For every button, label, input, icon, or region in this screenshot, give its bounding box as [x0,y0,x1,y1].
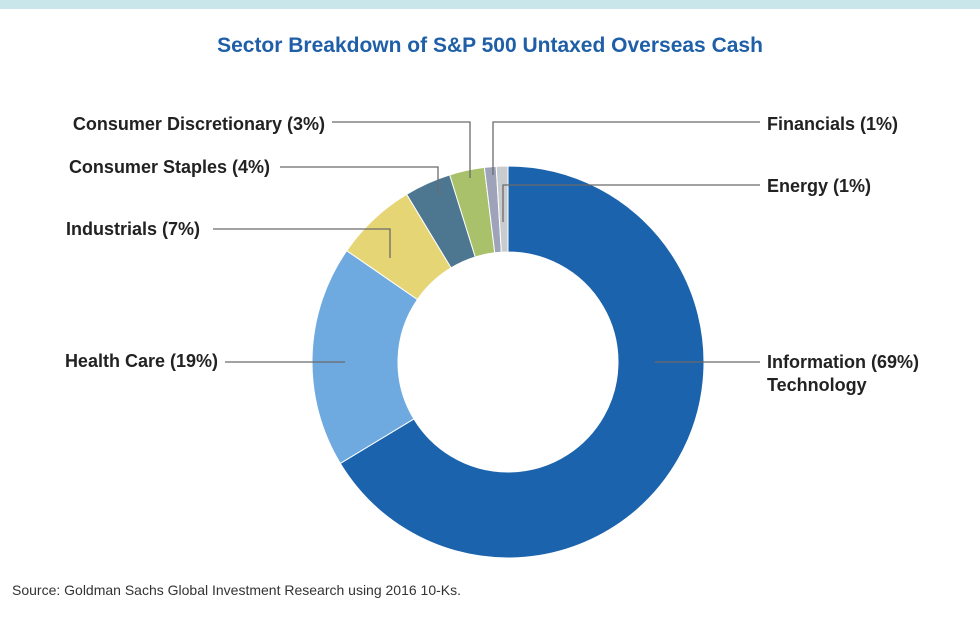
leader-line-consumer-staples [280,166,439,195]
top-accent-bar [0,0,980,9]
donut-slices [311,165,705,559]
slice-labels: Information (69%) Technology Health Care (… [65,114,919,395]
leader-line-financials [492,121,760,175]
slice-label-information-technology-line2: Technology [767,375,867,395]
slice-label-consumer-discretionary: Consumer Discretionary (3%) [73,114,325,134]
slice-label-industrials: Industrials (7%) [66,219,200,239]
donut-hole [398,252,618,472]
slice-label-consumer-staples: Consumer Staples (4%) [69,157,270,177]
leader-lines [213,121,760,363]
chart-title: Sector Breakdown of S&P 500 Untaxed Over… [217,34,763,57]
slice-label-financials: Financials (1%) [767,114,898,134]
leader-line-energy [502,184,760,222]
leader-line-consumer-discretionary [332,121,471,178]
source-note: Source: Goldman Sachs Global Investment … [12,582,462,598]
leader-line-industrials [213,228,391,258]
slice-label-information-technology: Information (69%) [767,352,919,372]
slice-label-health-care: Health Care (19%) [65,351,218,371]
slice-label-energy: Energy (1%) [767,176,871,196]
